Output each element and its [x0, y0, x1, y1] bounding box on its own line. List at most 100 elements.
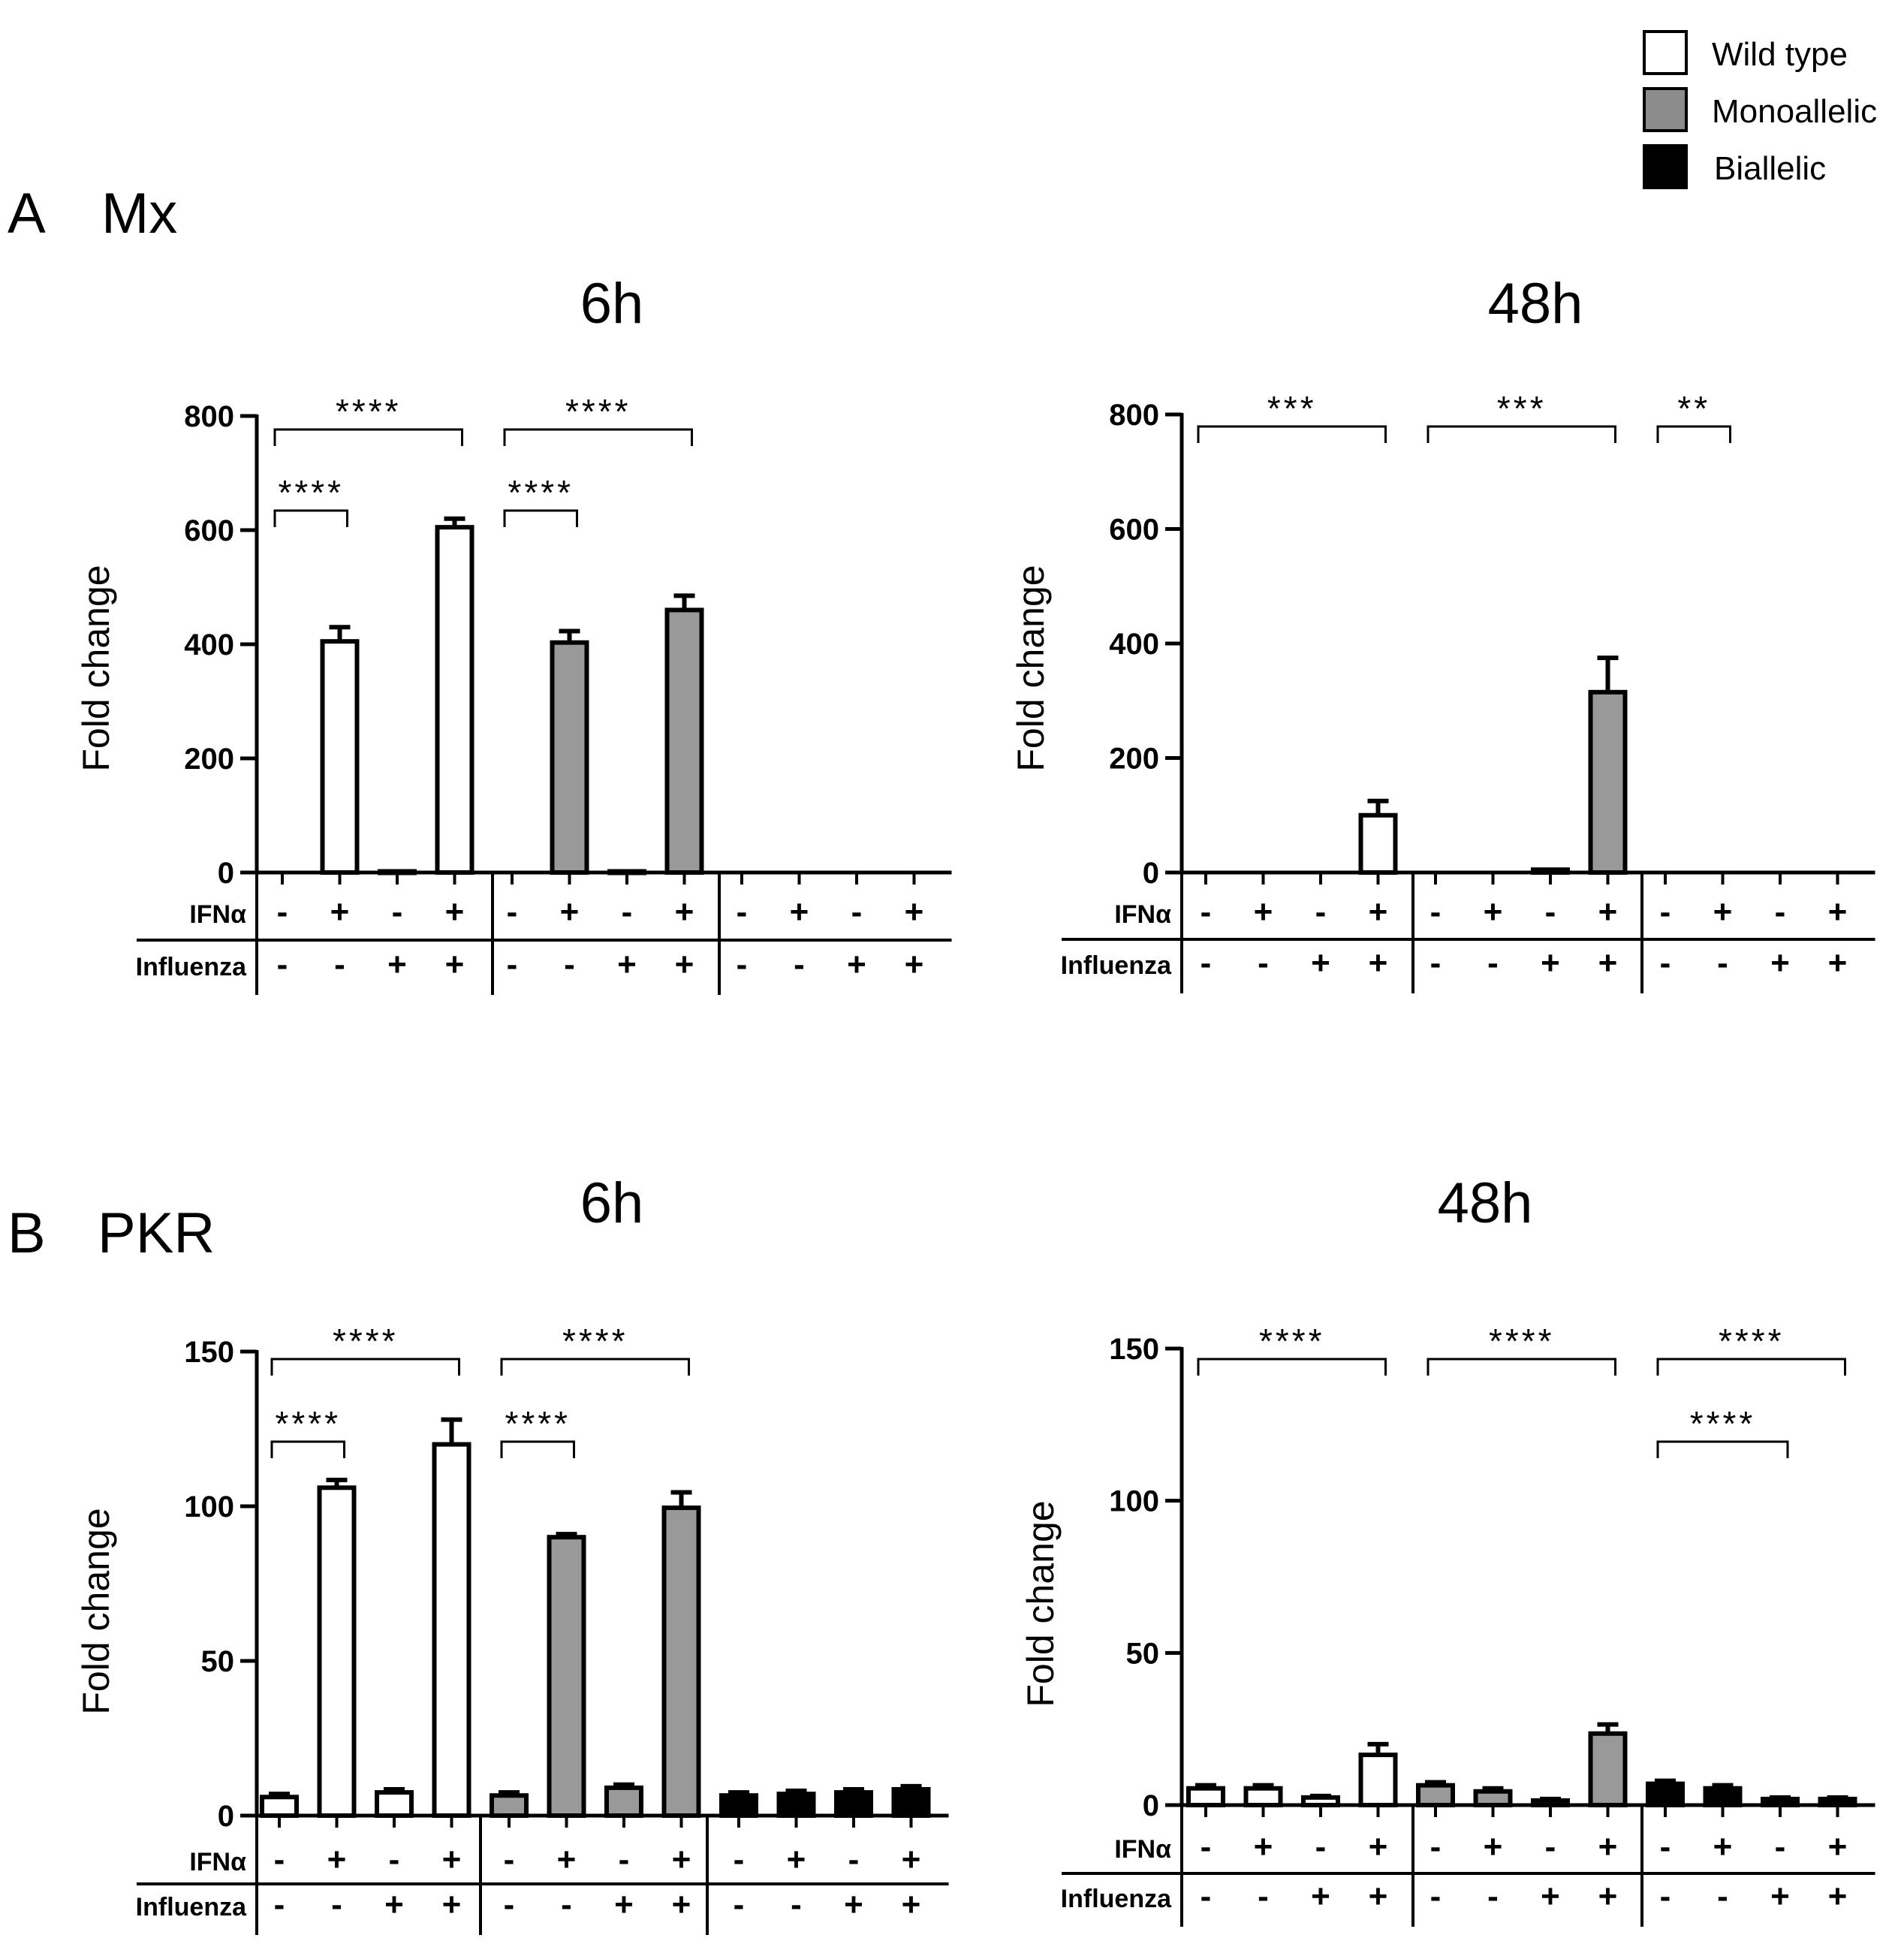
ifna-sign: +	[1484, 894, 1503, 930]
significance-bracket	[503, 428, 693, 446]
bar	[550, 640, 589, 875]
influenza-sign: -	[1201, 945, 1212, 981]
ifna-sign: +	[790, 894, 809, 930]
significance-label: ****	[278, 473, 344, 512]
significance-bracket	[503, 509, 578, 527]
y-tick-label: 200	[1109, 743, 1159, 776]
bar	[1703, 1786, 1743, 1808]
chart-title: 6h	[580, 272, 644, 336]
ifna-sign: -	[848, 1841, 860, 1878]
ifna-sign: -	[1430, 894, 1442, 930]
row-label-influenza: Influenza	[136, 953, 247, 981]
significance-label: ****	[505, 1404, 571, 1443]
bar	[607, 869, 646, 876]
y-tick-label: 600	[184, 514, 234, 547]
y-tick-label: 400	[1109, 628, 1159, 661]
ifna-sign: +	[1598, 1828, 1618, 1865]
chart-pkr-48h: 48h Fold change 0 50 100 150 IFNα Influenza - + - +…	[1020, 1171, 1875, 1927]
bar	[776, 1792, 816, 1818]
bar	[1531, 1798, 1570, 1807]
ifna-sign: +	[1713, 1828, 1733, 1865]
influenza-sign: +	[387, 946, 407, 983]
bar	[1416, 1783, 1455, 1807]
significance-bracket	[270, 1440, 345, 1458]
bar	[490, 1793, 529, 1818]
ifna-sign: -	[507, 894, 518, 930]
ifna-sign: -	[1545, 894, 1556, 930]
y-tick-label: 400	[184, 628, 234, 662]
legend: Wild type Monoallelic Biallelic	[1643, 30, 1877, 189]
influenza-sign: -	[1660, 1878, 1671, 1915]
bar	[1301, 1795, 1340, 1808]
chart-title: 48h	[1438, 1171, 1533, 1235]
influenza-sign: -	[1430, 1878, 1442, 1915]
influenza-sign: +	[1311, 1878, 1330, 1915]
y-tick-label: 100	[184, 1490, 234, 1524]
chart-mx-48h: 48h Fold change 0 200 400 600 800 IFNα Influenza…	[1010, 272, 1875, 993]
ifna-sign: -	[1315, 894, 1327, 930]
panel-gene-pkr: PKR	[98, 1201, 215, 1265]
panel-gene-mx: Mx	[101, 182, 177, 246]
y-tick-label: 0	[218, 1800, 234, 1833]
ifna-sign: +	[442, 1841, 462, 1878]
ifna-sign: +	[672, 1841, 691, 1878]
bar	[317, 1485, 357, 1819]
legend-label-wild-type: Wild type	[1712, 36, 1848, 73]
influenza-sign: +	[1598, 1878, 1618, 1915]
significance-bracket	[500, 1358, 690, 1376]
ifna-sign: +	[1254, 894, 1273, 930]
legend-label-biallelic: Biallelic	[1714, 150, 1826, 187]
y-axis-label: Fold change	[75, 565, 117, 771]
influenza-sign: -	[564, 946, 575, 983]
ifna-sign: -	[737, 894, 748, 930]
influenza-sign: -	[334, 946, 345, 983]
ifna-sign: +	[902, 1841, 921, 1878]
influenza-sign: +	[1311, 945, 1330, 981]
influenza-sign: -	[1430, 945, 1442, 981]
bar	[891, 1786, 931, 1818]
significance-label: **	[1677, 389, 1710, 428]
influenza-sign: -	[1717, 1878, 1728, 1915]
y-tick-label: 50	[1126, 1637, 1160, 1670]
y-tick-label: 100	[1109, 1485, 1159, 1518]
influenza-sign: -	[274, 1886, 285, 1923]
ifna-sign: -	[1545, 1828, 1556, 1865]
ifna-sign: +	[1369, 894, 1388, 930]
influenza-sign: -	[1717, 945, 1728, 981]
significance-label: ****	[1719, 1322, 1785, 1361]
significance-bracket	[1426, 425, 1616, 443]
influenza-sign: -	[1201, 1878, 1212, 1915]
panel-letter-a: A	[8, 182, 46, 246]
bar	[378, 869, 417, 876]
influenza-sign: -	[1487, 945, 1499, 981]
influenza-sign: +	[445, 946, 465, 983]
significance-label: ****	[336, 392, 402, 431]
ifna-sign: +	[1369, 1828, 1388, 1865]
influenza-sign: +	[442, 1886, 462, 1923]
influenza-sign: +	[1369, 945, 1388, 981]
significance-bracket	[500, 1440, 575, 1458]
ifna-sign: -	[851, 894, 863, 930]
influenza-sign: +	[844, 1886, 863, 1923]
legend-swatch-wild-type	[1643, 30, 1688, 75]
influenza-sign: +	[1369, 1878, 1388, 1915]
y-tick-label: 600	[1109, 514, 1159, 547]
influenza-sign: +	[384, 1886, 404, 1923]
ifna-sign: -	[277, 894, 288, 930]
bar	[1473, 1789, 1513, 1808]
significance-bracket	[1656, 1440, 1789, 1458]
significance-label: ****	[275, 1404, 341, 1443]
significance-label: ****	[508, 473, 574, 512]
y-tick-label: 0	[1143, 1789, 1159, 1822]
influenza-sign: -	[1487, 1878, 1499, 1915]
ifna-sign: +	[787, 1841, 806, 1878]
significance-label: ****	[562, 1322, 628, 1361]
ifna-sign: -	[392, 894, 403, 930]
significance-label: ****	[565, 392, 631, 431]
bar	[834, 1790, 873, 1819]
bar	[1646, 1781, 1685, 1808]
ifna-sign: -	[504, 1841, 515, 1878]
influenza-sign: +	[1770, 1878, 1790, 1915]
